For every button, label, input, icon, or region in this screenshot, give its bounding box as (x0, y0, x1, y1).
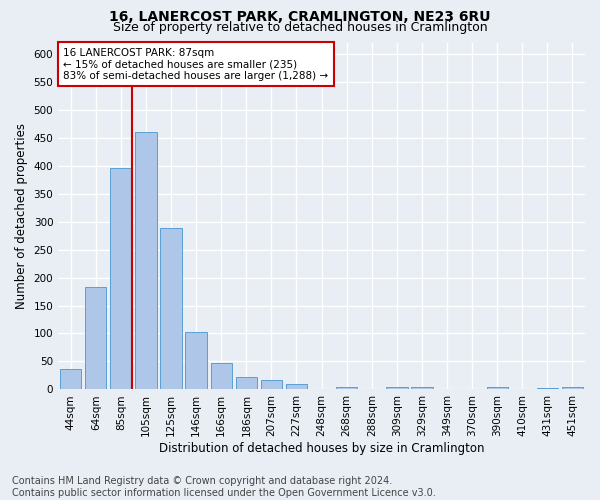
Text: 16, LANERCOST PARK, CRAMLINGTON, NE23 6RU: 16, LANERCOST PARK, CRAMLINGTON, NE23 6R… (109, 10, 491, 24)
Text: Contains HM Land Registry data © Crown copyright and database right 2024.
Contai: Contains HM Land Registry data © Crown c… (12, 476, 436, 498)
Bar (286, 384, 307, 390)
Bar (311, 389, 332, 390)
Bar (110, 168, 131, 390)
Bar (336, 387, 358, 390)
Bar (537, 388, 558, 390)
Bar (487, 386, 508, 390)
Y-axis label: Number of detached properties: Number of detached properties (15, 123, 28, 309)
Bar (411, 386, 433, 390)
Bar (261, 380, 282, 390)
Bar (85, 287, 106, 390)
Bar (236, 377, 257, 390)
Bar (60, 369, 82, 390)
Text: Size of property relative to detached houses in Cramlington: Size of property relative to detached ho… (113, 22, 487, 35)
Bar (386, 386, 407, 390)
Bar (562, 387, 583, 390)
Bar (185, 332, 207, 390)
Bar (211, 362, 232, 390)
X-axis label: Distribution of detached houses by size in Cramlington: Distribution of detached houses by size … (159, 442, 484, 455)
Text: 16 LANERCOST PARK: 87sqm
← 15% of detached houses are smaller (235)
83% of semi-: 16 LANERCOST PARK: 87sqm ← 15% of detach… (64, 48, 329, 81)
Bar (160, 228, 182, 390)
Bar (136, 132, 157, 390)
